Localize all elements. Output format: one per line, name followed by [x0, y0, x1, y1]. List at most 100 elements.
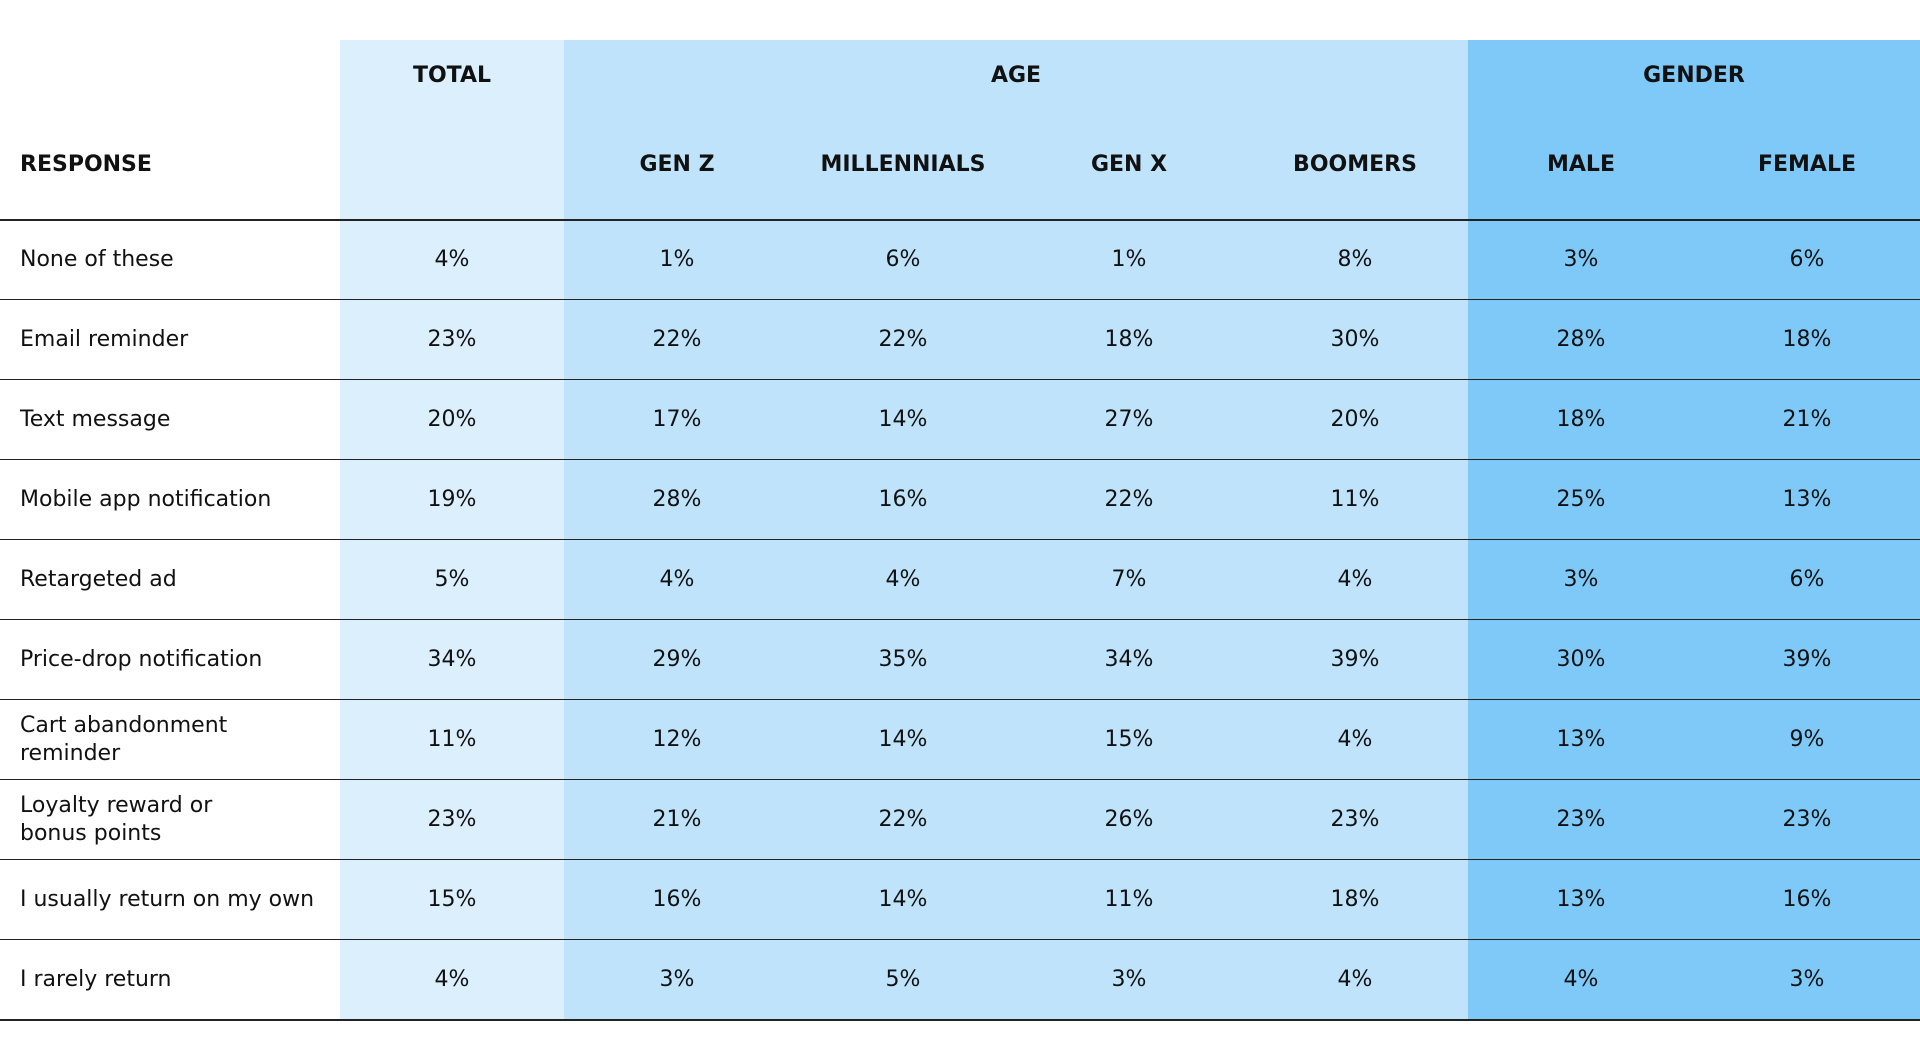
table-cell: 11% — [1330, 487, 1380, 512]
table-cell: 1% — [1111, 247, 1147, 272]
table-cell: 5% — [885, 967, 921, 992]
row-rule — [0, 939, 1920, 940]
table-cell: 23% — [427, 327, 477, 352]
table-cell: 5% — [434, 567, 470, 592]
row-rule — [0, 779, 1920, 780]
table-cell: 23% — [1330, 807, 1380, 832]
table-cell: 7% — [1111, 567, 1147, 592]
table-cell: 14% — [878, 407, 928, 432]
table-cell: 3% — [1563, 247, 1599, 272]
table-cell: 22% — [878, 807, 928, 832]
table-cell: 22% — [652, 327, 702, 352]
table-cell: 13% — [1556, 727, 1606, 752]
row-rule — [0, 859, 1920, 860]
table-cell: 17% — [652, 407, 702, 432]
table-cell: 21% — [1782, 407, 1832, 432]
row-label-header: RESPONSE — [20, 152, 152, 177]
row-label: Price-drop notification — [20, 647, 263, 672]
table-cell: 20% — [1330, 407, 1380, 432]
row-label: Retargeted ad — [20, 567, 177, 592]
table-cell: 18% — [1556, 407, 1606, 432]
table-cell: 22% — [878, 327, 928, 352]
column-header: BOOMERS — [1293, 152, 1417, 177]
table-cell: 27% — [1104, 407, 1154, 432]
table-cell: 3% — [1111, 967, 1147, 992]
table-cell: 39% — [1782, 647, 1832, 672]
table-cell: 4% — [885, 567, 921, 592]
table-cell: 9% — [1789, 727, 1825, 752]
column-header: GEN X — [1090, 152, 1168, 177]
table-cell: 15% — [427, 887, 477, 912]
table-cell: 4% — [434, 247, 470, 272]
table-cell: 18% — [1104, 327, 1154, 352]
table-cell: 1% — [659, 247, 695, 272]
gender-column-bg — [1468, 40, 1920, 1020]
table-cell: 14% — [878, 727, 928, 752]
row-label: Email reminder — [20, 327, 189, 352]
table-cell: 6% — [1789, 247, 1825, 272]
table-cell: 3% — [1789, 967, 1825, 992]
table-cell: 4% — [1337, 967, 1373, 992]
bottom-rule — [0, 1019, 1920, 1021]
age-column-bg — [564, 40, 1468, 1020]
table-cell: 28% — [1556, 327, 1606, 352]
table-cell: 29% — [652, 647, 702, 672]
row-label: Mobile app notification — [20, 487, 272, 512]
group-header: AGE — [990, 63, 1042, 88]
row-rule — [0, 459, 1920, 460]
column-header: MALE — [1547, 152, 1615, 177]
table-cell: 4% — [1337, 567, 1373, 592]
table-cell: 11% — [1104, 887, 1154, 912]
table-cell: 14% — [878, 887, 928, 912]
table-cell: 3% — [659, 967, 695, 992]
table-cell: 4% — [434, 967, 470, 992]
table-cell: 18% — [1782, 327, 1832, 352]
header-rule — [0, 219, 1920, 221]
table-cell: 39% — [1330, 647, 1380, 672]
table-cell: 16% — [878, 487, 928, 512]
table-cell: 23% — [1556, 807, 1606, 832]
table-cell: 30% — [1330, 327, 1380, 352]
row-rule — [0, 699, 1920, 700]
column-header: FEMALE — [1757, 152, 1857, 177]
table-cell: 13% — [1556, 887, 1606, 912]
table-cell: 11% — [427, 727, 477, 752]
table-cell: 13% — [1782, 487, 1832, 512]
table-cell: 25% — [1556, 487, 1606, 512]
table-cell: 28% — [652, 487, 702, 512]
row-label: I rarely return — [20, 967, 172, 992]
row-rule — [0, 619, 1920, 620]
row-label: I usually return on my own — [20, 887, 315, 912]
table-cell: 6% — [1789, 567, 1825, 592]
table-cell: 4% — [1563, 967, 1599, 992]
table-cell: 35% — [878, 647, 928, 672]
table-cell: 4% — [1337, 727, 1373, 752]
group-header: TOTAL — [412, 63, 492, 88]
total-column-bg — [340, 40, 564, 1020]
table-cell: 18% — [1330, 887, 1380, 912]
table-cell: 12% — [652, 727, 702, 752]
table-cell: 4% — [659, 567, 695, 592]
column-header: GEN Z — [639, 152, 715, 177]
row-label: None of these — [20, 247, 174, 272]
table-cell: 8% — [1337, 247, 1373, 272]
table-cell: 19% — [427, 487, 477, 512]
group-header: GENDER — [1643, 63, 1745, 88]
row-rule — [0, 379, 1920, 380]
row-label: Loyalty reward or bonus points — [20, 793, 213, 846]
row-rule — [0, 299, 1920, 300]
row-label: Cart abandonment reminder — [20, 713, 228, 766]
table-cell: 6% — [885, 247, 921, 272]
table-cell: 21% — [652, 807, 702, 832]
table-cell: 34% — [1104, 647, 1154, 672]
table-cell: 23% — [1782, 807, 1832, 832]
table-cell: 16% — [652, 887, 702, 912]
table-cell: 34% — [427, 647, 477, 672]
table-cell: 26% — [1104, 807, 1154, 832]
table-cell: 23% — [427, 807, 477, 832]
table-cell: 22% — [1104, 487, 1154, 512]
table-cell: 3% — [1563, 567, 1599, 592]
table-cell: 20% — [427, 407, 477, 432]
table-cell: 15% — [1104, 727, 1154, 752]
